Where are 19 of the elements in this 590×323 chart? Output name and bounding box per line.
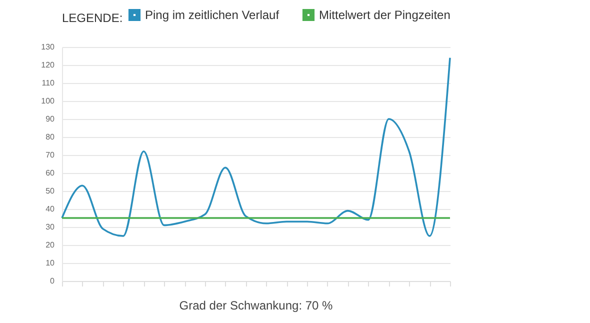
y-tick-label: 20	[46, 240, 56, 250]
legend-label: Mittelwert der Pingzeiten	[319, 8, 450, 22]
legend-label: Ping im zeitlichen Verlauf	[145, 8, 280, 22]
y-tick-label: 100	[41, 96, 56, 106]
y-tick-label: 80	[46, 132, 56, 142]
y-tick-label: 120	[41, 60, 56, 70]
y-tick-label: 10	[46, 258, 56, 268]
y-tick-label: 40	[46, 204, 56, 214]
y-tick-label: 60	[46, 168, 56, 178]
legend-title: LEGENDE:	[62, 11, 123, 25]
y-tick-label: 130	[41, 42, 56, 52]
y-tick-label: 50	[46, 186, 56, 196]
y-tick-label: 70	[46, 150, 56, 160]
line-series	[61, 56, 451, 237]
y-tick-label: 90	[46, 114, 56, 124]
y-tick-label: 0	[50, 276, 56, 286]
text: Grad der Schwankung: 70 %	[179, 298, 334, 312]
y-tick-label: 110	[42, 78, 56, 88]
y-tick-label: 30	[46, 222, 56, 232]
